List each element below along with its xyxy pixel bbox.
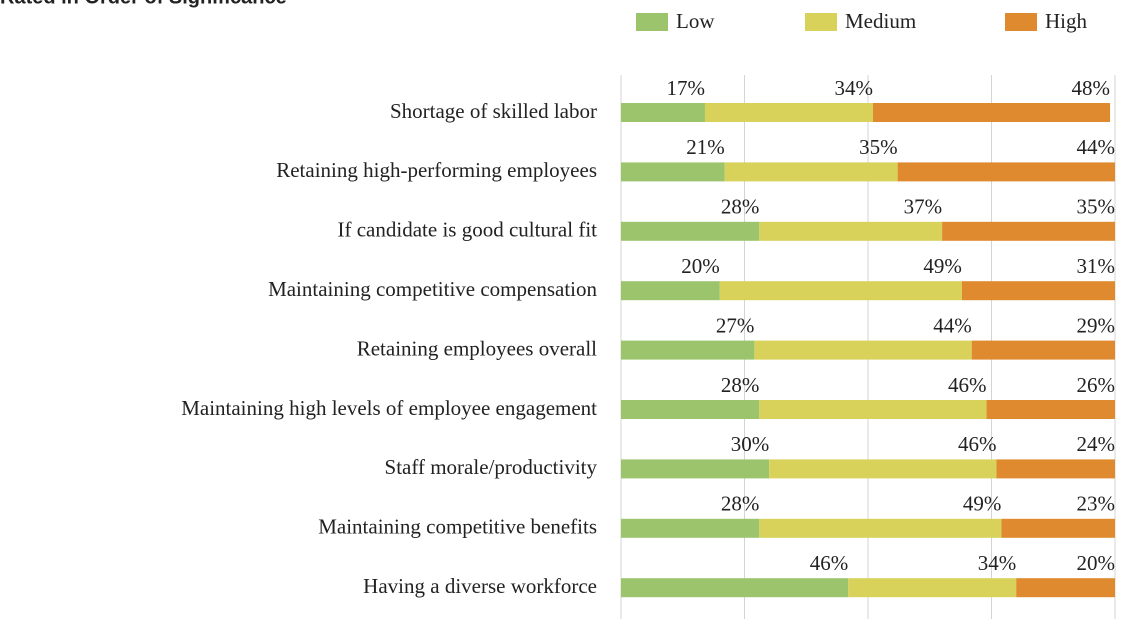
category-label: Maintaining competitive compensation xyxy=(268,277,597,301)
data-label: 28% xyxy=(721,195,760,219)
data-label: 34% xyxy=(978,551,1017,575)
bar-segment xyxy=(897,162,1115,182)
bar-segment xyxy=(769,459,997,479)
data-label: 21% xyxy=(686,135,725,159)
legend-swatch xyxy=(805,13,837,31)
bar-segment xyxy=(719,281,962,301)
category-label: Retaining employees overall xyxy=(357,336,597,360)
data-label: 20% xyxy=(1077,551,1116,575)
bar-segment xyxy=(872,103,1111,122)
data-label: 46% xyxy=(958,432,997,456)
category-label: Staff morale/productivity xyxy=(385,455,598,479)
bar-segment xyxy=(621,459,770,479)
data-label: 24% xyxy=(1077,432,1116,456)
data-label: 37% xyxy=(904,195,943,219)
bar-segment xyxy=(621,281,720,301)
category-label: Shortage of skilled labor xyxy=(390,99,597,123)
data-label: 31% xyxy=(1077,254,1116,278)
bar-segment xyxy=(621,518,760,538)
bar-segment xyxy=(759,518,1002,538)
bar-segment xyxy=(759,400,987,419)
category-label: If candidate is good cultural fit xyxy=(338,218,598,242)
bar-segment xyxy=(971,340,1115,360)
data-label: 49% xyxy=(963,492,1002,516)
data-label: 35% xyxy=(1077,195,1116,219)
bar-segment xyxy=(621,162,725,182)
legend-swatch xyxy=(1005,13,1037,31)
data-label: 23% xyxy=(1077,492,1116,516)
data-label: 46% xyxy=(948,373,987,397)
data-label: 27% xyxy=(716,313,755,337)
bar-segment xyxy=(961,281,1115,301)
data-label: 17% xyxy=(666,76,705,100)
legend-label: Medium xyxy=(845,9,916,33)
bar-segment xyxy=(621,340,755,360)
legend-label: High xyxy=(1045,9,1088,33)
category-label: Having a diverse workforce xyxy=(363,574,597,598)
data-label: 44% xyxy=(933,313,972,337)
bar-segment xyxy=(724,162,898,182)
bar-segment xyxy=(942,221,1115,241)
bar-segment xyxy=(848,578,1017,598)
chart-title: Rated in Order of Significance xyxy=(0,0,287,8)
data-label: 46% xyxy=(810,551,849,575)
bar-segment xyxy=(996,459,1115,479)
bar-segment xyxy=(704,103,873,122)
data-label: 20% xyxy=(681,254,720,278)
bar-segment xyxy=(1001,518,1115,538)
data-label: 35% xyxy=(859,135,898,159)
bar-segment xyxy=(986,400,1115,419)
data-label: 26% xyxy=(1077,373,1116,397)
data-label: 49% xyxy=(923,254,962,278)
bar-segment xyxy=(759,221,943,241)
bar-segment xyxy=(621,103,705,122)
legend-swatch xyxy=(636,13,668,31)
bar-segment xyxy=(621,221,760,241)
bar-segment xyxy=(754,340,972,360)
data-label: 34% xyxy=(834,76,873,100)
category-label: Retaining high-performing employees xyxy=(276,158,597,182)
bar-segment xyxy=(1016,578,1115,598)
data-label: 30% xyxy=(731,432,770,456)
data-label: 29% xyxy=(1077,313,1116,337)
category-label: Maintaining competitive benefits xyxy=(318,515,597,539)
legend-label: Low xyxy=(676,9,715,33)
data-label: 44% xyxy=(1077,135,1116,159)
bar-segment xyxy=(621,400,760,419)
bar-segment xyxy=(621,578,849,598)
category-label: Maintaining high levels of employee enga… xyxy=(181,396,597,420)
data-label: 28% xyxy=(721,373,760,397)
data-label: 28% xyxy=(721,492,760,516)
data-label: 48% xyxy=(1072,76,1111,100)
